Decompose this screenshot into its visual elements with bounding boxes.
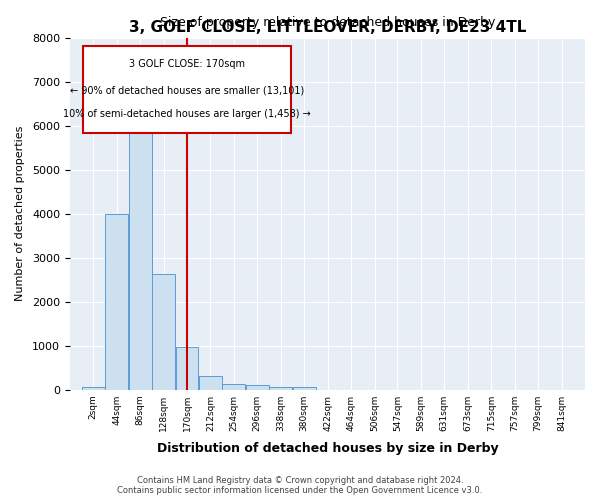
Bar <box>105 214 128 390</box>
Title: 3, GOLF CLOSE, LITTLEOVER, DERBY, DE23 4TL: 3, GOLF CLOSE, LITTLEOVER, DERBY, DE23 4… <box>129 20 526 35</box>
FancyBboxPatch shape <box>83 46 292 132</box>
Y-axis label: Number of detached properties: Number of detached properties <box>15 126 25 302</box>
Bar <box>269 386 292 390</box>
Text: 3 GOLF CLOSE: 170sqm: 3 GOLF CLOSE: 170sqm <box>129 60 245 70</box>
Bar <box>128 99 152 390</box>
Bar <box>152 274 175 390</box>
Bar <box>176 348 199 390</box>
Bar <box>82 386 104 390</box>
Text: Size of property relative to detached houses in Derby: Size of property relative to detached ho… <box>160 16 495 29</box>
Text: Contains HM Land Registry data © Crown copyright and database right 2024.
Contai: Contains HM Land Registry data © Crown c… <box>118 476 482 495</box>
Bar <box>199 376 222 390</box>
Bar <box>246 386 269 390</box>
Text: 10% of semi-detached houses are larger (1,458) →: 10% of semi-detached houses are larger (… <box>63 108 311 118</box>
Bar <box>223 384 245 390</box>
X-axis label: Distribution of detached houses by size in Derby: Distribution of detached houses by size … <box>157 442 498 455</box>
Bar <box>293 387 316 390</box>
Text: ← 90% of detached houses are smaller (13,101): ← 90% of detached houses are smaller (13… <box>70 85 304 95</box>
